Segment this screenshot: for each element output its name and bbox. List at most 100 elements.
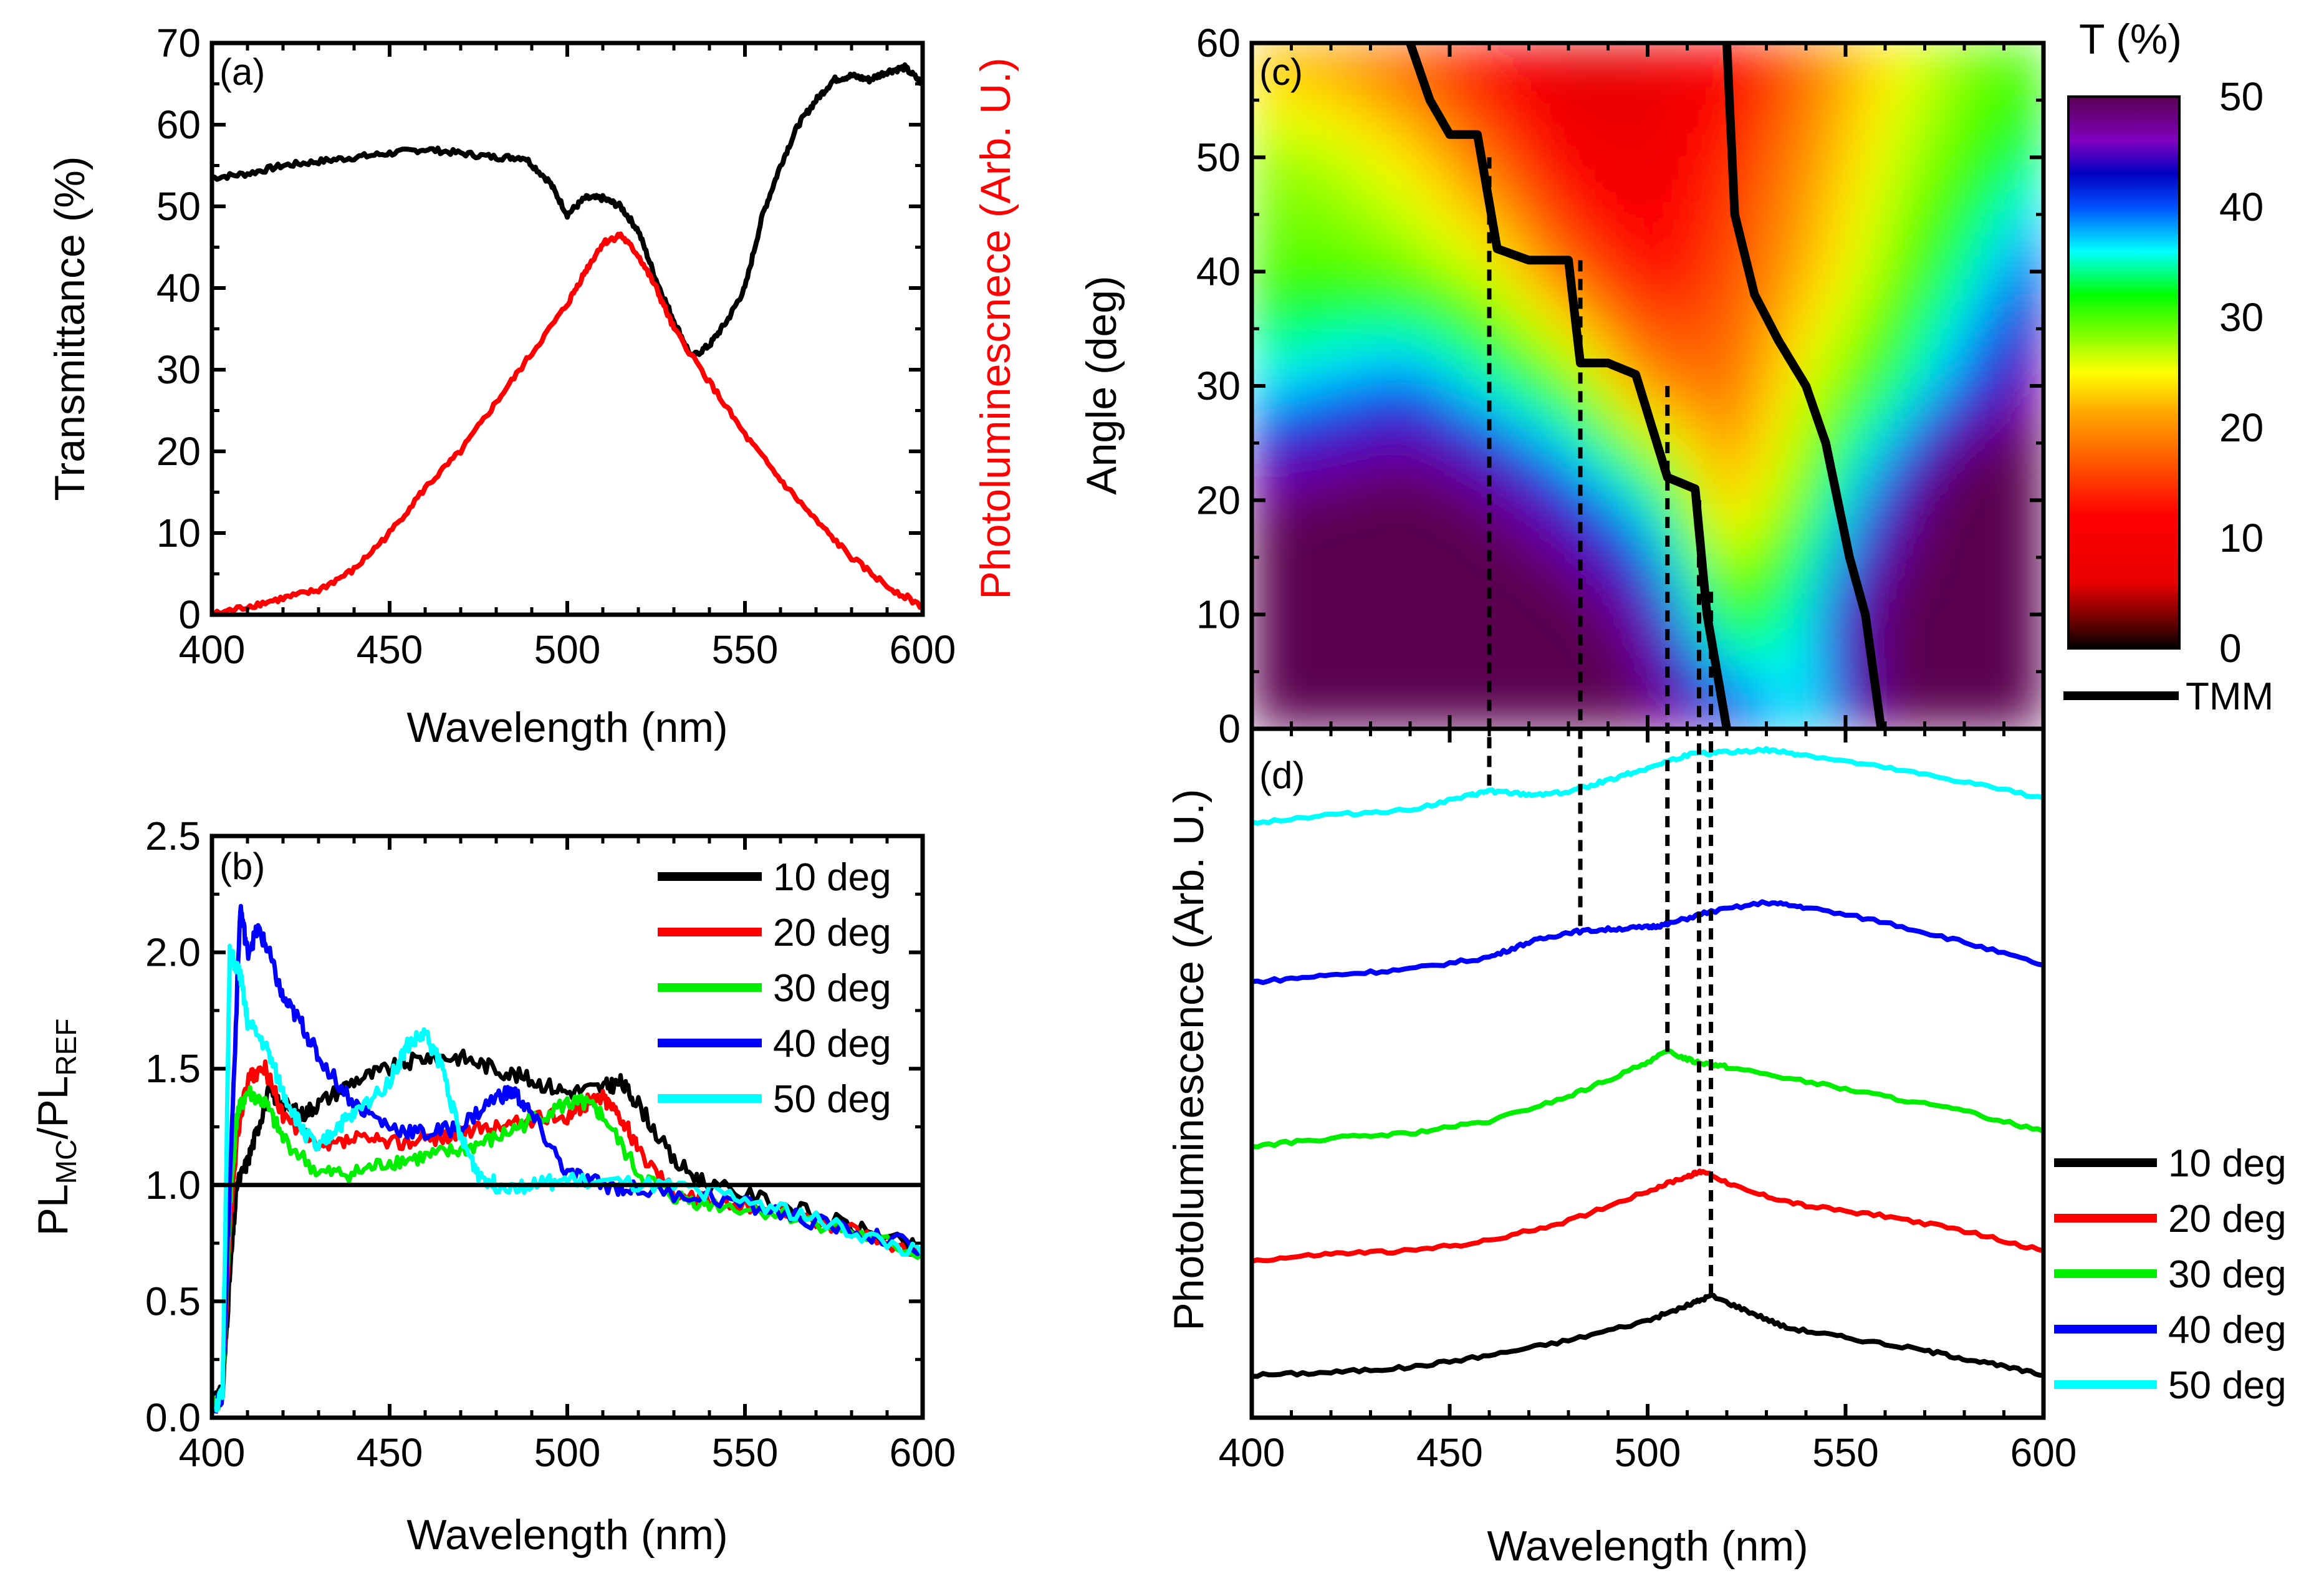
heatmap-cell xyxy=(1299,157,1316,181)
heatmap-cell xyxy=(1822,294,1838,318)
heatmap-cell xyxy=(1616,271,1633,296)
heatmap-cell xyxy=(1822,157,1838,181)
heatmap-cell xyxy=(1410,500,1427,524)
heatmap-cell xyxy=(1283,454,1300,478)
heatmap-cell xyxy=(1426,43,1443,67)
heatmap-cell xyxy=(1916,683,1934,707)
heatmap-cell xyxy=(1853,271,1870,296)
heatmap-cell xyxy=(1948,249,1965,272)
heatmap-cell xyxy=(1331,65,1348,90)
heatmap-cell xyxy=(1995,500,2013,524)
heatmap-cell xyxy=(1489,660,1506,684)
heatmap-cell xyxy=(1362,614,1380,638)
heatmap-cell xyxy=(1758,363,1775,387)
heatmap-cell xyxy=(1980,157,1997,181)
heatmap-cell xyxy=(1410,134,1427,158)
heatmap-cell xyxy=(1901,614,1918,638)
heatmap-cell xyxy=(1631,89,1648,112)
heatmap-cell xyxy=(1742,592,1759,615)
heatmap-cell xyxy=(1267,386,1284,410)
heatmap-cell xyxy=(1600,454,1617,478)
heatmap-cell xyxy=(1995,454,2013,478)
heatmap-cell xyxy=(1885,363,1902,387)
heatmap-cell xyxy=(1742,134,1759,158)
heatmap-cell xyxy=(1727,408,1744,433)
heatmap-cell xyxy=(1648,683,1664,707)
heatmap-cell xyxy=(1331,706,1348,729)
heatmap-cell xyxy=(1378,569,1395,592)
heatmap-cell xyxy=(1600,477,1617,501)
heatmap-cell xyxy=(1711,157,1727,181)
heatmap-cell xyxy=(1315,249,1332,272)
heatmap-cell xyxy=(1727,683,1744,707)
heatmap-cell xyxy=(1901,637,1918,661)
heatmap-cell xyxy=(1584,500,1601,524)
heatmap-cell xyxy=(1600,249,1617,272)
heatmap-cell xyxy=(1537,660,1553,684)
heatmap-cell xyxy=(1505,592,1522,615)
heatmap-cell xyxy=(1869,180,1886,204)
heatmap-cell xyxy=(1901,112,1918,135)
heatmap-cell xyxy=(1362,431,1380,455)
heatmap-cell xyxy=(1995,637,2013,661)
heatmap-cell xyxy=(1331,683,1348,707)
heatmap-cell xyxy=(1600,683,1617,707)
heatmap-cell xyxy=(1331,180,1348,204)
heatmap-cell xyxy=(1869,431,1886,455)
panel-c-ylabel: Angle (deg) xyxy=(1078,276,1125,495)
heatmap-cell xyxy=(1347,226,1363,249)
heatmap-cell xyxy=(1267,89,1284,112)
heatmap-cell xyxy=(1505,203,1522,227)
heatmap-cell xyxy=(1378,43,1395,67)
heatmap-cell xyxy=(1410,592,1427,615)
heatmap-cell xyxy=(1901,500,1918,524)
heatmap-cell xyxy=(1631,614,1648,638)
heatmap-cell xyxy=(1995,431,2013,455)
heatmap-cell xyxy=(2012,660,2029,684)
heatmap-cell xyxy=(1774,271,1791,296)
heatmap-cell xyxy=(1489,363,1506,387)
heatmap-cell xyxy=(1426,363,1443,387)
heatmap-cell xyxy=(2027,249,2043,272)
heatmap-cell xyxy=(1537,569,1553,592)
colorbar-tick-label: 20 xyxy=(2219,405,2264,450)
heatmap-cell xyxy=(1679,660,1696,684)
heatmap-cell xyxy=(1774,89,1791,112)
heatmap-cell xyxy=(1299,294,1316,318)
heatmap-cell xyxy=(1394,706,1411,729)
heatmap-cell xyxy=(1901,249,1918,272)
heatmap-cell xyxy=(2012,477,2029,501)
heatmap-cell xyxy=(1552,683,1569,707)
heatmap-cell xyxy=(1283,477,1300,501)
heatmap-cell xyxy=(2012,569,2029,592)
heatmap-cell xyxy=(1600,500,1617,524)
heatmap-cell xyxy=(1695,431,1712,455)
heatmap-cell xyxy=(1520,271,1538,296)
heatmap-cell xyxy=(1299,386,1316,410)
heatmap-cell xyxy=(1505,386,1522,410)
heatmap-cell xyxy=(1964,592,1981,615)
heatmap-cell xyxy=(1758,112,1775,135)
heatmap-cell xyxy=(1441,408,1459,433)
heatmap-cell xyxy=(1869,569,1886,592)
heatmap-cell xyxy=(1774,614,1791,638)
heatmap-cell xyxy=(1552,523,1569,547)
heatmap-cell xyxy=(1299,226,1316,249)
heatmap-cell xyxy=(1267,363,1284,387)
heatmap-cell xyxy=(1885,477,1902,501)
heatmap-cell xyxy=(1537,317,1553,341)
heatmap-cell xyxy=(1584,592,1601,615)
heatmap-cell xyxy=(1441,523,1459,547)
heatmap-cell xyxy=(1964,249,1981,272)
heatmap-cell xyxy=(1727,660,1744,684)
heatmap-cell xyxy=(1378,477,1395,501)
heatmap-cell xyxy=(1489,477,1506,501)
heatmap-cell xyxy=(1426,294,1443,318)
heatmap-cell xyxy=(1457,317,1474,341)
heatmap-cell xyxy=(1600,317,1617,341)
heatmap-cell xyxy=(1283,431,1300,455)
heatmap-cell xyxy=(1410,545,1427,570)
heatmap-cell xyxy=(1489,89,1506,112)
heatmap-cell xyxy=(1837,683,1855,707)
heatmap-cell xyxy=(1774,569,1791,592)
